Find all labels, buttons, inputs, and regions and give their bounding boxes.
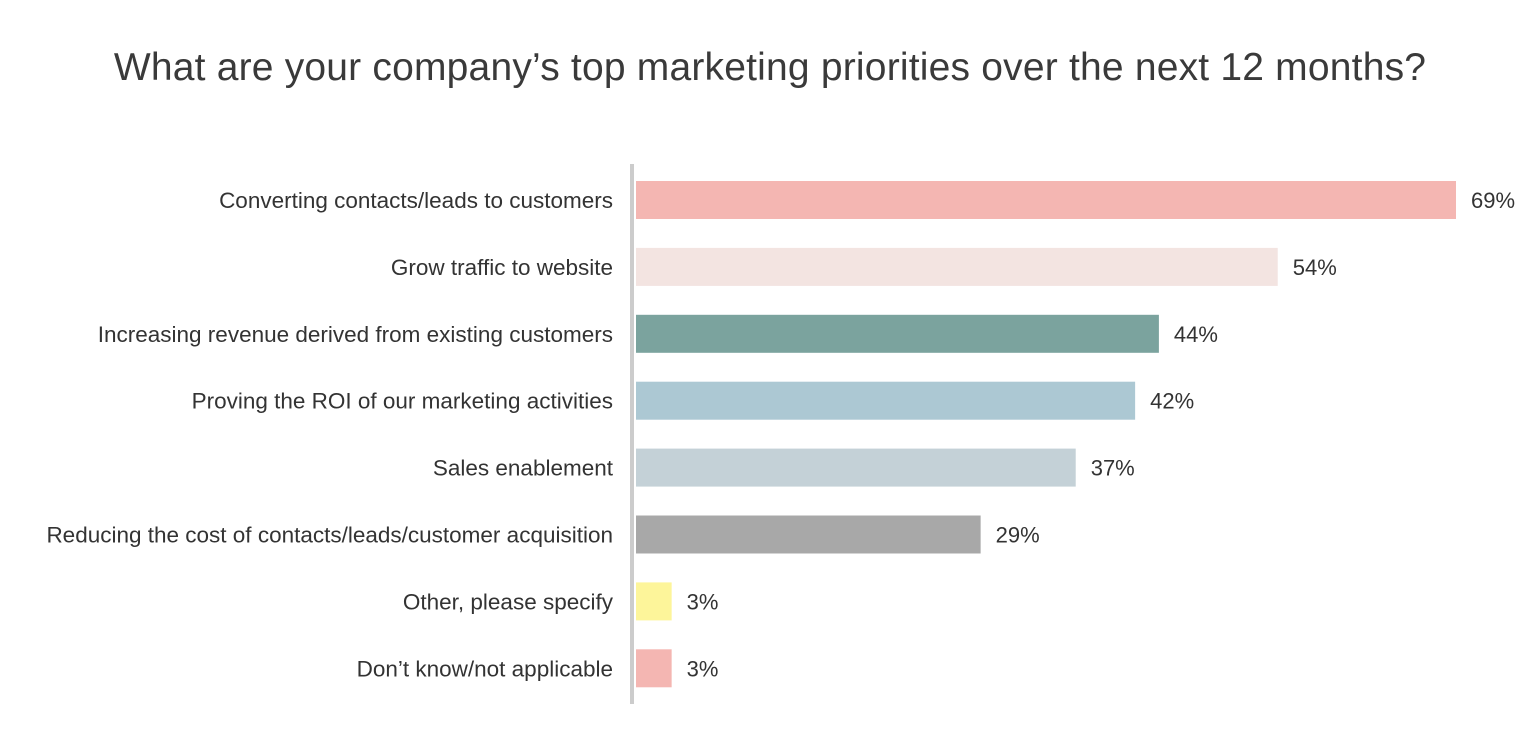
bar-7 (636, 649, 672, 688)
bar-0 (636, 181, 1456, 219)
value-label-1: 54% (1293, 255, 1337, 280)
value-label-5: 29% (996, 523, 1040, 548)
bar-2 (636, 314, 1159, 353)
category-label-2: Increasing revenue derived from existing… (98, 322, 613, 347)
chart-title: What are your company’s top marketing pr… (113, 46, 1427, 89)
bar-3 (636, 381, 1136, 420)
category-label-5: Reducing the cost of contacts/leads/cust… (46, 523, 613, 548)
value-label-6: 3% (687, 589, 719, 614)
value-label-3: 42% (1150, 389, 1194, 414)
category-label-6: Other, please specify (403, 589, 614, 614)
bar-5 (636, 515, 981, 554)
value-label-0: 69% (1471, 188, 1515, 213)
value-label-7: 3% (687, 656, 719, 681)
category-label-1: Grow traffic to website (391, 255, 613, 280)
value-label-4: 37% (1091, 456, 1135, 481)
category-labels-layer: Converting contacts/leads to customers Gr… (46, 188, 613, 681)
bar-1 (636, 247, 1278, 286)
value-labels-layer: 69% 54% 44% 42% 37% 29% 3% 3% (687, 188, 1515, 681)
bars-layer (636, 181, 1456, 688)
category-label-0: Converting contacts/leads to customers (219, 188, 613, 213)
value-label-2: 44% (1174, 322, 1218, 347)
category-label-3: Proving the ROI of our marketing activit… (192, 389, 613, 414)
category-label-4: Sales enablement (433, 456, 614, 481)
bar-6 (636, 582, 672, 621)
bar-4 (636, 448, 1076, 487)
category-label-7: Don’t know/not applicable (357, 656, 613, 681)
